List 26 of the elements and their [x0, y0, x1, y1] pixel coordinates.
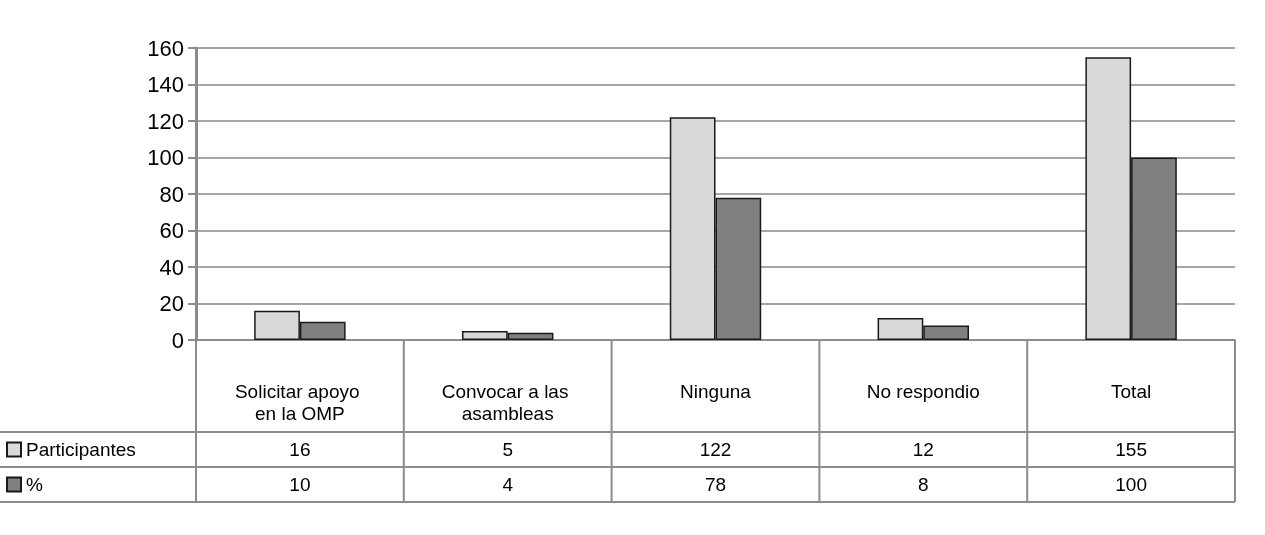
data-label: 122	[699, 439, 732, 460]
data-label: 16	[289, 439, 311, 460]
legend-label: %	[26, 474, 43, 495]
data-label: 4	[502, 474, 514, 495]
data-label: 8	[918, 474, 929, 495]
data-label: 10	[289, 474, 311, 495]
x-tick-label: Convocar a las asambleas	[441, 380, 574, 424]
y-tick-label: 20	[159, 291, 184, 316]
data-label: 5	[502, 439, 513, 460]
y-tick-label: 60	[159, 218, 184, 243]
y-tick-label: 80	[159, 181, 184, 207]
data-label: 78	[704, 474, 727, 495]
x-tick-label: Ninguna	[680, 380, 752, 402]
data-label: 155	[1115, 439, 1147, 460]
legend-label: Participantes	[26, 439, 136, 460]
x-tick-label: Solicitar apoyo en la OMP	[234, 380, 365, 424]
y-tick-label: 0	[171, 327, 184, 353]
data-label: 12	[912, 439, 934, 460]
y-tick-label: 40	[159, 254, 184, 280]
y-tick-label: 140	[147, 72, 184, 97]
y-tick-label: 120	[147, 108, 184, 134]
y-tick-label: 160	[147, 35, 184, 61]
y-tick-label: 100	[147, 145, 184, 170]
x-tick-label: No respondio	[866, 380, 980, 402]
x-tick-label: Total	[1111, 380, 1152, 402]
data-label: 100	[1115, 474, 1147, 495]
